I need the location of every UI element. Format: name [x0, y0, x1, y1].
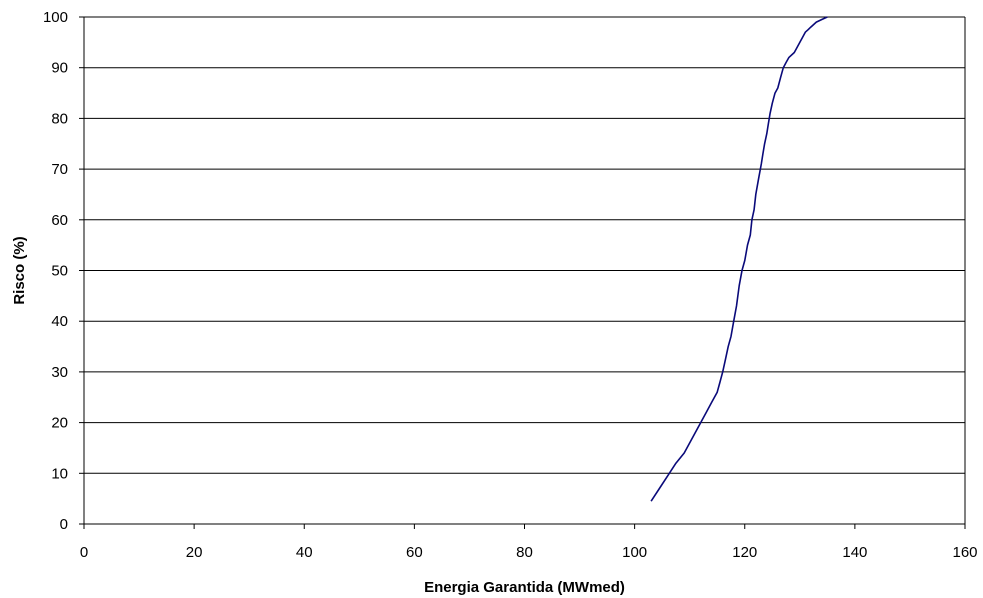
x-tick-label-0: 0: [80, 544, 88, 561]
x-tick-label-80: 80: [516, 544, 533, 561]
y-tick-label-10: 10: [51, 465, 68, 482]
y-tick-label-90: 90: [51, 60, 68, 77]
x-tick-label-40: 40: [296, 544, 313, 561]
y-axis-title: Risco (%): [11, 236, 28, 304]
y-tick-label-70: 70: [51, 161, 68, 178]
x-tick-label-20: 20: [186, 544, 203, 561]
y-tick-label-40: 40: [51, 313, 68, 330]
y-tick-labels: 0 10 20 30 40 50 60 70 80 90 100: [43, 9, 84, 533]
y-tick-label-20: 20: [51, 415, 68, 432]
series-line-0: [650, 16, 828, 502]
x-tick-label-60: 60: [406, 544, 423, 561]
y-tick-label-30: 30: [51, 364, 68, 381]
x-tick-label-100: 100: [622, 544, 647, 561]
y-tick-label-60: 60: [51, 212, 68, 229]
x-tick-label-120: 120: [732, 544, 757, 561]
y-tick-label-50: 50: [51, 263, 68, 280]
y-tick-label-80: 80: [51, 110, 68, 127]
x-tick-label-160: 160: [952, 544, 977, 561]
grid-lines: [84, 16, 966, 524]
series-layer: [650, 16, 828, 502]
x-tick-labels: 0 20 40 60 80 100 120 140 160: [80, 524, 978, 561]
x-tick-label-140: 140: [842, 544, 867, 561]
y-tick-label-100: 100: [43, 9, 68, 26]
y-tick-label-0: 0: [60, 516, 68, 533]
x-axis-title: Energia Garantida (MWmed): [424, 579, 625, 596]
